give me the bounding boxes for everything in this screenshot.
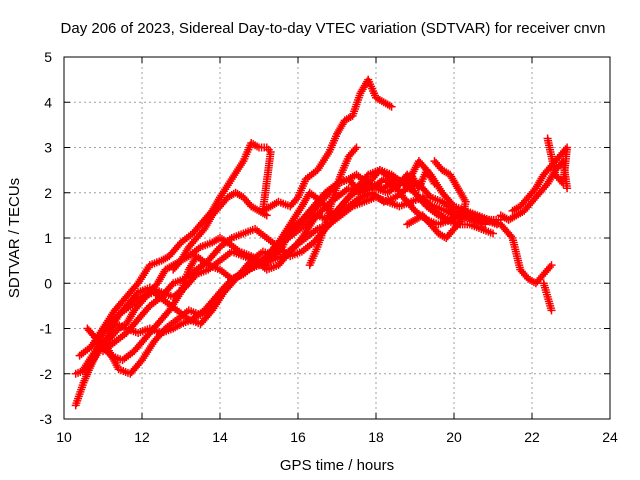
y-tick-label: 2 bbox=[44, 185, 52, 201]
data-point bbox=[547, 306, 556, 315]
data-point bbox=[292, 195, 301, 204]
x-tick-label: 12 bbox=[134, 429, 150, 445]
y-tick-label: 0 bbox=[44, 275, 52, 291]
data-point bbox=[352, 143, 361, 152]
data-point bbox=[545, 262, 554, 271]
data-point bbox=[403, 220, 412, 229]
chart-title: Day 206 of 2023, Sidereal Day-to-day VTE… bbox=[61, 20, 606, 37]
x-tick-label: 24 bbox=[602, 429, 618, 445]
y-tick-label: -2 bbox=[40, 366, 53, 382]
data-point bbox=[543, 134, 552, 143]
data-point bbox=[387, 102, 396, 111]
data-point bbox=[563, 184, 572, 193]
data-point bbox=[262, 211, 271, 220]
x-tick-label: 14 bbox=[212, 429, 228, 445]
y-tick-label: 4 bbox=[44, 94, 52, 110]
x-tick-label: 20 bbox=[446, 429, 462, 445]
x-tick-label: 16 bbox=[290, 429, 306, 445]
y-tick-label: 1 bbox=[44, 230, 52, 246]
grid-lines bbox=[64, 57, 610, 419]
x-tick-label: 10 bbox=[56, 429, 72, 445]
x-axis-label: GPS time / hours bbox=[280, 457, 394, 474]
data-point bbox=[492, 220, 501, 229]
data-points bbox=[71, 75, 572, 410]
data-point bbox=[489, 229, 497, 238]
y-tick-label: 3 bbox=[44, 140, 52, 156]
data-point bbox=[350, 145, 359, 154]
y-tick-label: -1 bbox=[40, 321, 53, 337]
x-tick-label: 18 bbox=[368, 429, 384, 445]
y-axis-label: SDTVAR / TECUs bbox=[6, 178, 23, 298]
y-tick-label: -3 bbox=[40, 411, 53, 427]
y-tick-label: 5 bbox=[44, 49, 52, 65]
data-point bbox=[547, 261, 556, 270]
x-tick-label: 22 bbox=[524, 429, 540, 445]
